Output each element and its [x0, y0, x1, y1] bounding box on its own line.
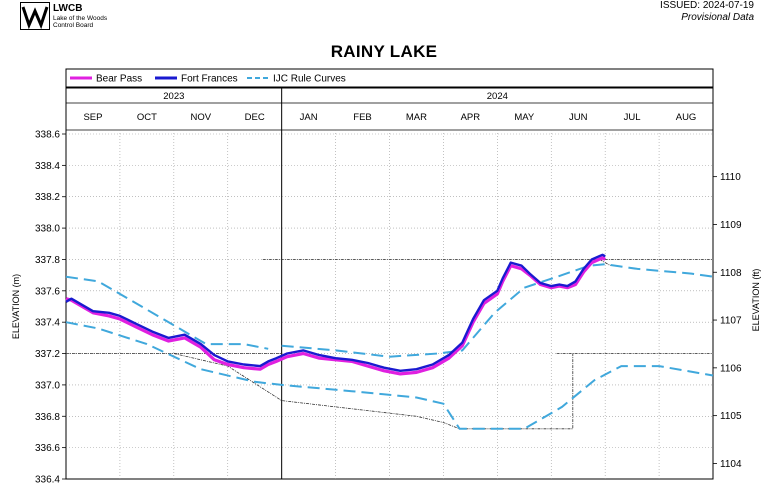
left-tick-label: 338.0 [35, 224, 60, 235]
right-tick-label: 1107 [720, 316, 742, 327]
logo-name-line1: Lake of the Woods [53, 15, 108, 22]
lwcb-logo-icon [20, 2, 50, 30]
left-tick-label: 337.2 [35, 349, 60, 360]
month-label: JUL [624, 112, 641, 123]
bear-pass-line [65, 256, 607, 376]
legend-box [65, 68, 714, 88]
year-label: 2023 [163, 91, 184, 102]
right-tick-label: 1105 [720, 411, 742, 422]
month-label: FEB [353, 112, 371, 123]
logo-abbreviation: LWCB [53, 3, 83, 14]
left-tick-label: 336.4 [35, 475, 60, 483]
legend-ijc-rule-curves-label: IJC Rule Curves [273, 74, 346, 85]
month-label: DEC [245, 112, 265, 123]
month-label: NOV [190, 112, 211, 123]
left-tick-label: 337.8 [35, 255, 60, 266]
reference-band-line [173, 353, 574, 430]
reference-band-lines [66, 259, 713, 430]
left-tick-label: 338.6 [35, 130, 60, 141]
month-label: MAR [406, 112, 427, 123]
left-tick-label: 336.8 [35, 412, 60, 423]
right-tick-label: 1104 [720, 459, 742, 470]
month-label: APR [461, 112, 481, 123]
axis-labels: 2023 2024 SEP OCT NOV DEC JAN FEB MAR APR MAY JUN JU… [11, 91, 761, 483]
month-label: JUN [569, 112, 588, 123]
year-label: 2024 [487, 91, 508, 102]
right-tick-label: 1108 [720, 268, 742, 279]
series-lines [65, 253, 714, 430]
issued-date: ISSUED: 2024-07-19 [660, 0, 754, 11]
ijc-rule-curve-line [65, 321, 714, 430]
right-tick-label: 1109 [720, 220, 742, 231]
left-tick-label: 338.4 [35, 161, 60, 172]
chart-legend: Bear Pass Fort Frances IJC Rule Curves [65, 68, 714, 88]
logo-name-line2: Control Board [53, 22, 94, 29]
right-tick-label: 1106 [720, 363, 742, 374]
reference-band-line [599, 259, 611, 267]
month-label: MAY [514, 112, 535, 123]
month-label: JAN [300, 112, 318, 123]
left-tick-label: 337.0 [35, 380, 60, 391]
month-label: SEP [83, 112, 102, 123]
logo-name: Lake of the Woods Control Board [53, 15, 107, 29]
lwcb-logo: LWCB Lake of the Woods Control Board [20, 2, 130, 30]
chart-title: RAINY LAKE [330, 42, 438, 61]
left-tick-label: 337.6 [35, 286, 60, 297]
left-tick-label: 336.6 [35, 443, 60, 454]
legend-fort-frances-label: Fort Frances [181, 74, 238, 85]
grid-lines [66, 130, 713, 479]
legend-bear-pass-label: Bear Pass [96, 74, 142, 85]
month-label: AUG [676, 112, 697, 123]
ijc-rule-curve-line [281, 263, 714, 358]
left-tick-label: 338.2 [35, 192, 60, 203]
right-tick-label: 1110 [720, 172, 741, 183]
fort-frances-line [65, 253, 606, 372]
provisional-note: Provisional Data [681, 12, 754, 23]
month-label: OCT [137, 112, 157, 123]
left-tick-label: 337.4 [35, 318, 60, 329]
y-axis-title-right: ELEVATION (ft) [751, 269, 761, 332]
ijc-rule-curve-line [65, 275, 269, 350]
y-axis-title-left: ELEVATION (m) [11, 274, 21, 339]
